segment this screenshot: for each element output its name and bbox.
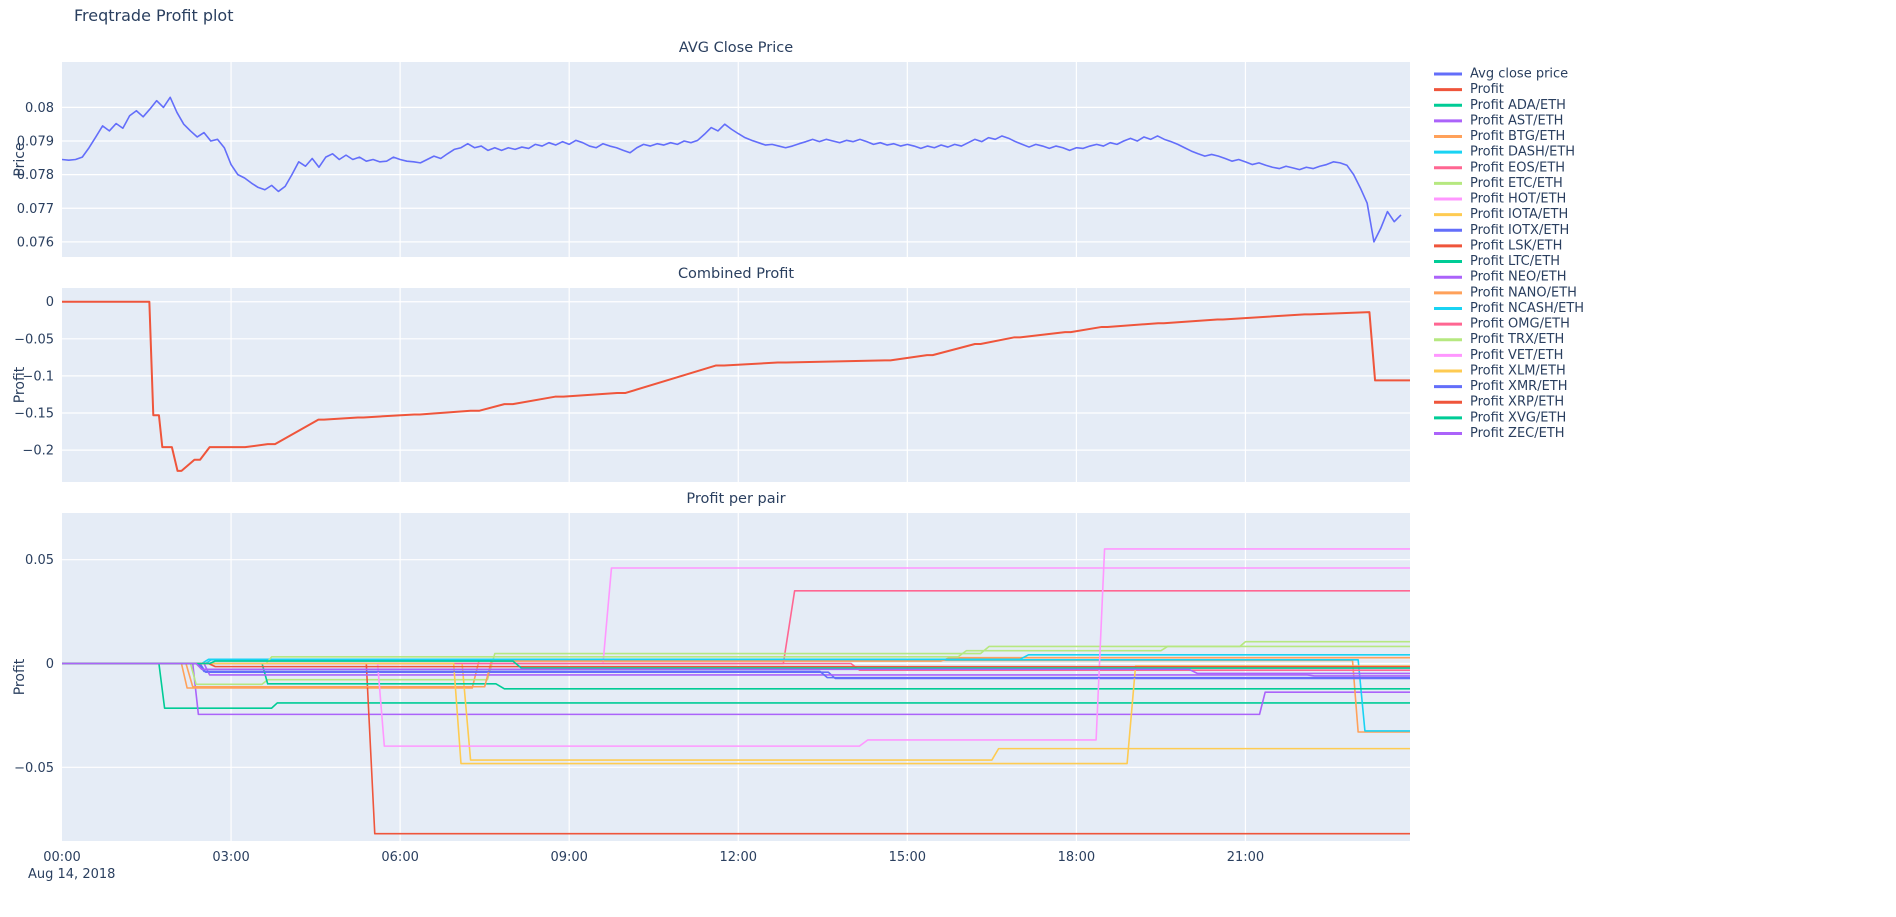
legend-label: Profit NANO/ETH	[1470, 285, 1577, 300]
legend-item[interactable]: Profit TRX/ETH	[1434, 332, 1564, 347]
x-tick-label: 18:00	[1058, 850, 1095, 865]
legend-item[interactable]: Profit XMR/ETH	[1434, 379, 1568, 394]
legend-label: Profit AST/ETH	[1470, 113, 1563, 128]
y-axis-title: Profit	[12, 366, 28, 403]
plot-background	[62, 288, 1410, 482]
legend-item[interactable]: Profit LTC/ETH	[1434, 254, 1560, 269]
legend-label: Profit OMG/ETH	[1470, 317, 1570, 332]
y-tick-label: 0.077	[17, 202, 54, 217]
x-tick-label: 06:00	[381, 850, 418, 865]
legend-label: Profit IOTA/ETH	[1470, 207, 1568, 222]
series-line	[62, 96, 1402, 243]
legend-item[interactable]: Profit DASH/ETH	[1434, 145, 1575, 160]
subplot-title: AVG Close Price	[679, 40, 793, 56]
subplot-3: Profit per pair −0.05 0 0.05 Profit 00:00 03:0…	[12, 491, 1410, 882]
legend-item[interactable]: Profit AST/ETH	[1434, 113, 1563, 128]
legend-label: Profit XVG/ETH	[1470, 410, 1566, 425]
series-line	[62, 645, 1410, 665]
legend-item[interactable]: Profit ETC/ETH	[1434, 176, 1563, 191]
legend-item[interactable]: Profit LSK/ETH	[1434, 238, 1562, 253]
series-line	[62, 656, 1410, 688]
y-tick-label: 0	[46, 295, 54, 310]
legend-label: Profit IOTX/ETH	[1470, 223, 1569, 238]
subplot-2: Combined Profit −0.2 −0.15 −0.1 −0.05 0 Profit	[12, 266, 1410, 482]
legend-label: Profit ETC/ETH	[1470, 176, 1563, 191]
x-tick-label: 09:00	[550, 850, 587, 865]
legend-label: Profit DASH/ETH	[1470, 145, 1575, 160]
x-tick-label: 15:00	[889, 850, 926, 865]
subplot-title: Combined Profit	[678, 266, 794, 282]
plot-background	[62, 62, 1410, 257]
legend-item[interactable]: Profit IOTX/ETH	[1434, 223, 1569, 238]
x-tick-label: 00:00	[43, 850, 80, 865]
legend-label: Profit LTC/ETH	[1470, 254, 1560, 269]
legend-label: Profit ZEC/ETH	[1470, 426, 1565, 441]
x-tick-label: 21:00	[1227, 850, 1264, 865]
y-tick-label: 0	[46, 657, 54, 672]
legend-item[interactable]: Profit HOT/ETH	[1434, 192, 1566, 207]
legend-item[interactable]: Profit ZEC/ETH	[1434, 426, 1565, 441]
legend-label: Profit BTG/ETH	[1470, 129, 1565, 144]
legend-item[interactable]: Profit BTG/ETH	[1434, 129, 1565, 144]
legend-label: Profit VET/ETH	[1470, 348, 1563, 363]
legend-label: Profit TRX/ETH	[1470, 332, 1564, 347]
legend-label: Profit XMR/ETH	[1470, 379, 1568, 394]
legend-label: Profit XLM/ETH	[1470, 363, 1566, 378]
subplot-title: Profit per pair	[686, 491, 785, 507]
legend-label: Profit	[1470, 82, 1504, 97]
x-axis-date-label: Aug 14, 2018	[28, 867, 115, 882]
series-line	[62, 548, 1410, 747]
legend-item[interactable]: Profit VET/ETH	[1434, 348, 1563, 363]
legend-label: Profit LSK/ETH	[1470, 238, 1562, 253]
series-line	[62, 662, 1410, 675]
y-tick-label: −0.1	[22, 369, 54, 384]
legend-item[interactable]: Profit XRP/ETH	[1434, 395, 1564, 410]
legend-label: Profit HOT/ETH	[1470, 192, 1566, 207]
series-group	[62, 300, 1410, 472]
y-axis-title: Profit	[12, 658, 28, 695]
y-tick-label: 0.05	[25, 553, 54, 568]
legend-item[interactable]: Profit	[1434, 82, 1504, 97]
legend-label: Profit EOS/ETH	[1470, 160, 1565, 175]
y-axis-title: Price	[12, 142, 28, 176]
series-group	[62, 548, 1410, 835]
legend-label: Profit NCASH/ETH	[1470, 301, 1584, 316]
legend-item[interactable]: Profit OMG/ETH	[1434, 317, 1570, 332]
legend-label: Profit XRP/ETH	[1470, 395, 1564, 410]
legend-item[interactable]: Profit NCASH/ETH	[1434, 301, 1584, 316]
legend-label: Profit ADA/ETH	[1470, 98, 1566, 113]
y-tick-label: −0.15	[14, 407, 54, 422]
legend-item[interactable]: Profit NEO/ETH	[1434, 270, 1567, 285]
legend-item[interactable]: Profit XVG/ETH	[1434, 410, 1566, 425]
series-group	[62, 96, 1402, 243]
y-tick-label: 0.078	[17, 168, 54, 183]
x-tick-label: 12:00	[720, 850, 757, 865]
y-tick-label: 0.076	[17, 235, 54, 250]
series-line	[62, 300, 1410, 472]
y-tick-label: 0.08	[25, 101, 54, 116]
legend-item[interactable]: Profit ADA/ETH	[1434, 98, 1566, 113]
x-tick-label: 03:00	[212, 850, 249, 865]
legend-item[interactable]: Profit NANO/ETH	[1434, 285, 1577, 300]
y-tick-label: −0.05	[14, 332, 54, 347]
y-tick-label: −0.05	[14, 761, 54, 776]
y-tick-label: −0.2	[22, 444, 54, 459]
legend-label: Profit NEO/ETH	[1470, 270, 1567, 285]
legend-label: Avg close price	[1470, 67, 1568, 82]
figure-title: Freqtrade Profit plot	[74, 6, 234, 25]
legend-item[interactable]: Avg close price	[1434, 67, 1568, 82]
legend-item[interactable]: Profit EOS/ETH	[1434, 160, 1565, 175]
subplot-1: AVG Close Price 0.076 0.077 0.078 0.079 0.08 P…	[12, 40, 1410, 257]
legend-item[interactable]: Profit XLM/ETH	[1434, 363, 1566, 378]
legend-item[interactable]: Profit IOTA/ETH	[1434, 207, 1568, 222]
y-tick-label: 0.079	[17, 135, 54, 150]
